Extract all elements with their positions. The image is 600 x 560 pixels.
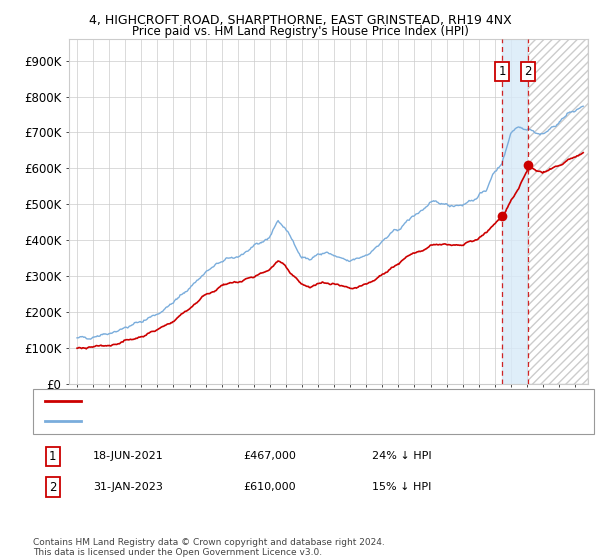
Text: 18-JUN-2021: 18-JUN-2021 [93,451,164,461]
Bar [528,39,588,384]
Text: 4, HIGHCROFT ROAD, SHARPTHORNE, EAST GRINSTEAD, RH19 4NX (detached house): 4, HIGHCROFT ROAD, SHARPTHORNE, EAST GRI… [87,396,506,407]
Text: Contains HM Land Registry data © Crown copyright and database right 2024.
This d: Contains HM Land Registry data © Crown c… [33,538,385,557]
Text: 15% ↓ HPI: 15% ↓ HPI [372,482,431,492]
Text: £467,000: £467,000 [243,451,296,461]
Text: 1: 1 [499,65,506,78]
Text: £610,000: £610,000 [243,482,296,492]
Bar [502,39,528,384]
Text: 4, HIGHCROFT ROAD, SHARPTHORNE, EAST GRINSTEAD, RH19 4NX: 4, HIGHCROFT ROAD, SHARPTHORNE, EAST GRI… [89,14,511,27]
Text: 24% ↓ HPI: 24% ↓ HPI [372,451,431,461]
Text: 2: 2 [49,480,56,494]
Text: Price paid vs. HM Land Registry's House Price Index (HPI): Price paid vs. HM Land Registry's House … [131,25,469,38]
Bar [528,39,588,384]
Text: 2: 2 [524,65,532,78]
Text: HPI: Average price, detached house, Mid Sussex: HPI: Average price, detached house, Mid … [87,417,323,427]
Text: 31-JAN-2023: 31-JAN-2023 [93,482,163,492]
Text: 1: 1 [49,450,56,463]
